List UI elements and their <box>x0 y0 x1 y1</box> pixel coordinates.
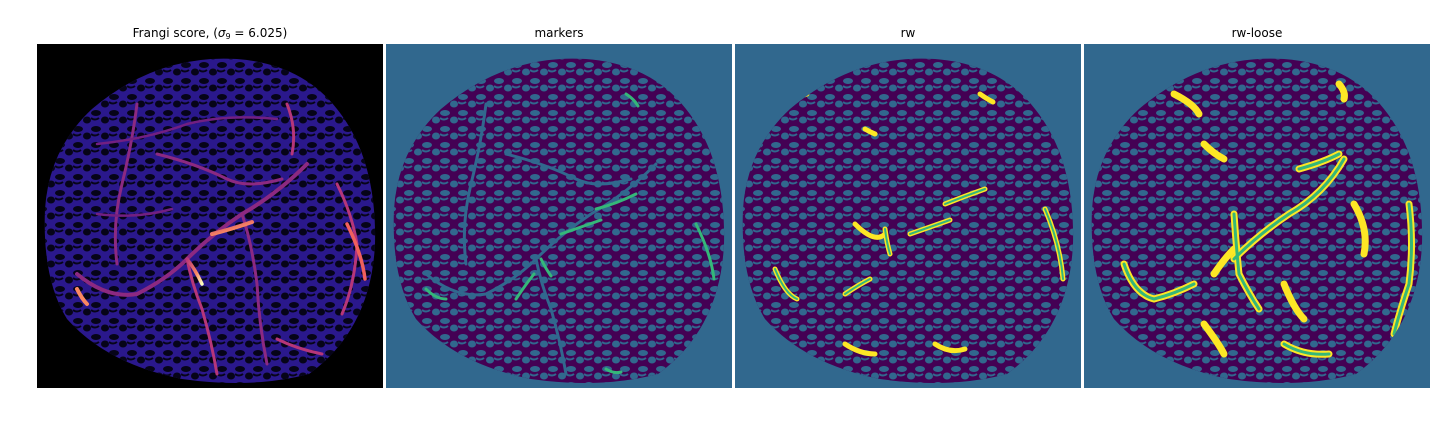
markers-image <box>386 44 732 388</box>
rw-panel-title: rw <box>900 26 916 40</box>
frangi-score-image <box>37 44 383 388</box>
frangi-panel-title: Frangi score, (σ9 = 6.025) <box>132 26 288 41</box>
rw-loose-vessels <box>1120 80 1415 358</box>
rw-loose-panel-title: rw-loose <box>1231 26 1283 40</box>
rw-image <box>735 44 1081 388</box>
marker-seeds <box>424 92 716 375</box>
rw-loose-image <box>1084 44 1430 388</box>
frangi-vessels <box>75 102 367 376</box>
rw-vessels <box>772 91 1066 357</box>
markers-panel-title: markers <box>534 26 584 40</box>
